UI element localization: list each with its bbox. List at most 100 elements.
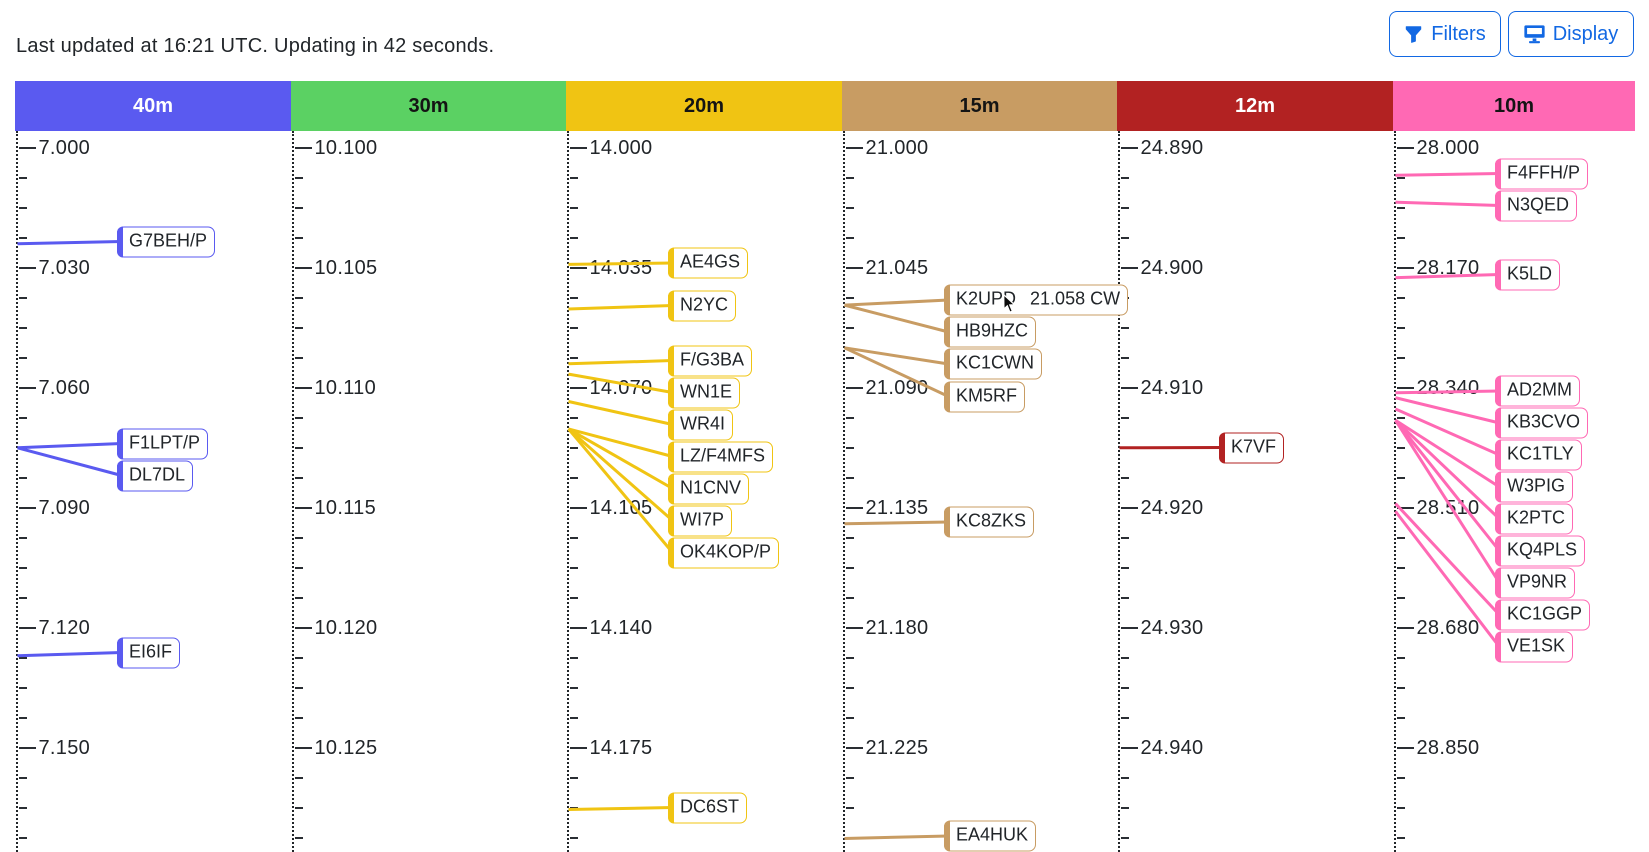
spot-LZ/F4MFS[interactable]: LZ/F4MFS [667,441,774,472]
spot-KC8ZKS[interactable]: KC8ZKS [943,506,1035,538]
tick-label-12m-24.920: 24.920 [1140,496,1204,519]
minor-tick [846,566,854,569]
spot-HB9HZC[interactable]: HB9HZC [943,316,1037,348]
spot-VP9NR[interactable]: VP9NR [1494,567,1576,599]
minor-tick [1121,836,1129,839]
tick-label-20m-14.000: 14.000 [589,136,653,159]
minor-tick [846,326,854,329]
spot-AD2MM[interactable]: AD2MM [1494,375,1581,407]
spot-AE4GS[interactable]: AE4GS [667,247,749,279]
spot-line-LZ/F4MFS [568,427,673,458]
spot-N1CNV[interactable]: N1CNV [667,473,750,504]
minor-tick [846,446,854,449]
minor-tick [1121,176,1129,179]
spot-WI7P[interactable]: WI7P [667,505,733,536]
spot-line-KB3CVO [1395,396,1500,425]
major-tick [570,626,587,629]
spot-line-N1CNV [567,427,674,490]
major-tick [19,626,36,629]
display-button[interactable]: Display [1508,11,1634,57]
tick-label-15m-21.000: 21.000 [865,136,929,159]
spot-G7BEH/P[interactable]: G7BEH/P [116,226,216,257]
spot-N2YC[interactable]: N2YC [667,290,737,321]
major-tick [570,746,587,749]
major-tick [1397,386,1414,389]
spot-F1LPT/P[interactable]: F1LPT/P [116,428,209,459]
tick-label-15m-21.135: 21.135 [865,496,929,519]
major-tick [846,386,863,389]
spot-line-F1LPT/P [17,442,122,450]
minor-tick [846,206,854,209]
minor-tick [295,296,303,299]
spot-EI6IF[interactable]: EI6IF [116,637,181,668]
spot-KC1TLY[interactable]: KC1TLY [1494,439,1582,471]
minor-tick [1397,536,1405,539]
spot-K2UPD[interactable]: K2UPD 21.058 CW [943,284,1129,316]
spot-callsign: AD2MM [1507,379,1573,400]
minor-tick [570,356,578,359]
minor-tick [570,476,578,479]
minor-tick [1397,776,1405,779]
spot-EA4HUK[interactable]: EA4HUK [943,820,1037,852]
spot-K5LD[interactable]: K5LD [1494,259,1561,290]
spot-KC1CWN[interactable]: KC1CWN [943,348,1043,380]
spot-WN1E[interactable]: WN1E [667,377,741,408]
major-tick [846,146,863,149]
spot-line-F4FFH/P [1395,172,1500,177]
minor-tick [846,176,854,179]
spot-F4FFH/P[interactable]: F4FFH/P [1494,158,1589,189]
spot-N3QED[interactable]: N3QED [1494,190,1578,221]
spot-F/G3BA[interactable]: F/G3BA [667,345,753,376]
minor-tick [1121,536,1129,539]
minor-tick [295,206,303,209]
tick-label-20m-14.105: 14.105 [589,496,653,519]
spot-WR4I[interactable]: WR4I [667,409,733,440]
spot-KQ4PLS[interactable]: KQ4PLS [1494,535,1586,567]
major-tick [1397,146,1414,149]
frequency-axis-40m [15,131,18,852]
spot-callsign: WN1E [680,381,733,401]
spot-W3PIG[interactable]: W3PIG [1494,471,1574,503]
spot-KB3CVO[interactable]: KB3CVO [1494,407,1589,439]
minor-tick [570,776,578,779]
major-tick [295,626,312,629]
spot-KC1GGP[interactable]: KC1GGP [1494,599,1591,631]
spot-callsign: WR4I [680,413,725,433]
minor-tick [846,806,854,809]
minor-tick [846,686,854,689]
spot-K7VF[interactable]: K7VF [1218,432,1285,463]
major-tick [1121,506,1138,509]
minor-tick [1121,596,1129,599]
tick-label-15m-21.045: 21.045 [865,256,929,279]
spot-line-WN1E [568,372,673,394]
major-tick [846,746,863,749]
minor-tick [570,206,578,209]
tick-label-10m-28.510: 28.510 [1416,496,1480,519]
minor-tick [295,836,303,839]
major-tick [295,146,312,149]
minor-tick [1397,806,1405,809]
spot-line-EA4HUK [844,834,949,840]
minor-tick [846,236,854,239]
minor-tick [570,596,578,599]
major-tick [1397,746,1414,749]
frequency-axis-10m [1393,131,1396,852]
spot-VE1SK[interactable]: VE1SK [1494,631,1574,663]
major-tick [846,266,863,269]
last-updated-status: Last updated at 16:21 UTC. Updating in 4… [16,34,495,57]
spot-DL7DL[interactable]: DL7DL [116,460,194,491]
band-header-30m: 30m [291,81,566,131]
minor-tick [570,686,578,689]
spot-K2PTC[interactable]: K2PTC [1494,503,1574,535]
spot-frequency-mode: 21.058 CW [1030,288,1121,309]
frequency-axis-15m [842,131,845,852]
spot-line-DC6ST [568,806,673,812]
spot-DC6ST[interactable]: DC6ST [667,792,748,823]
minor-tick [846,596,854,599]
spot-OK4KOP/P[interactable]: OK4KOP/P [667,537,780,568]
minor-tick [1121,806,1129,809]
filters-button[interactable]: Filters [1389,11,1501,57]
major-tick [19,506,36,509]
minor-tick [1397,476,1405,479]
spot-KM5RF[interactable]: KM5RF [943,381,1026,412]
